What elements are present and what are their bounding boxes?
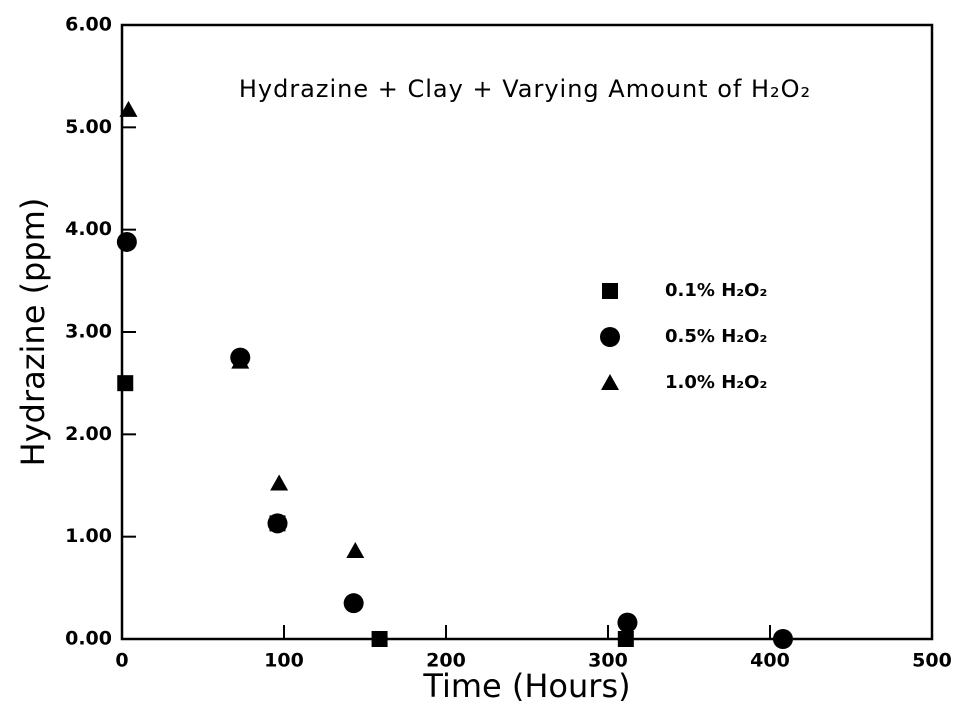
y-tick-label: 4.00 — [65, 218, 112, 240]
legend-marker — [601, 374, 619, 390]
data-point — [231, 352, 250, 369]
legend-label: 0.5% H₂O₂ — [665, 326, 767, 347]
legend-marker — [602, 283, 618, 299]
data-point — [343, 593, 364, 614]
y-tick-label: 6.00 — [65, 14, 112, 36]
legend-marker — [600, 327, 620, 347]
x-tick-label: 300 — [588, 650, 628, 672]
chart-title: Hydrazine + Clay + Varying Amount of H₂O… — [239, 75, 811, 103]
data-point — [772, 629, 793, 649]
x-tick-label: 200 — [426, 650, 466, 672]
x-tick-label: 400 — [750, 650, 790, 672]
y-tick-label: 2.00 — [65, 423, 112, 445]
data-point — [267, 513, 288, 534]
x-tick-label: 0 — [115, 650, 128, 672]
data-point — [617, 612, 638, 633]
x-axis-title: Time (Hours) — [422, 667, 630, 705]
y-tick-label: 5.00 — [65, 116, 112, 138]
data-point — [117, 375, 134, 392]
x-tick-label: 500 — [912, 650, 952, 672]
legend-label: 0.1% H₂O₂ — [665, 280, 767, 301]
plot-frame — [120, 23, 934, 641]
data-point — [116, 231, 137, 252]
y-tick-label: 3.00 — [65, 321, 112, 343]
legend-label: 1.0% H₂O₂ — [665, 372, 767, 393]
data-point — [119, 100, 138, 117]
y-tick-label: 1.00 — [65, 525, 112, 547]
data-point — [346, 541, 365, 558]
data-point — [270, 474, 289, 491]
data-point — [371, 631, 388, 647]
x-tick-label: 100 — [264, 650, 304, 672]
data-point — [617, 631, 634, 647]
y-axis-title: Hydrazine (ppm) — [14, 198, 52, 467]
y-tick-label: 0.00 — [65, 628, 112, 650]
